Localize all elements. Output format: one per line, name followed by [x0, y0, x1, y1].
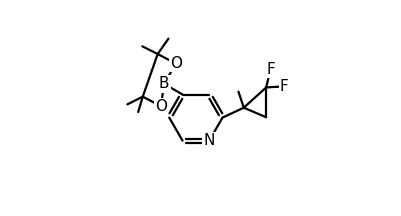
- Text: N: N: [203, 133, 215, 148]
- Text: F: F: [279, 79, 288, 94]
- Text: B: B: [158, 76, 169, 91]
- Text: F: F: [265, 62, 274, 77]
- Text: O: O: [169, 56, 181, 71]
- Text: O: O: [154, 99, 166, 114]
